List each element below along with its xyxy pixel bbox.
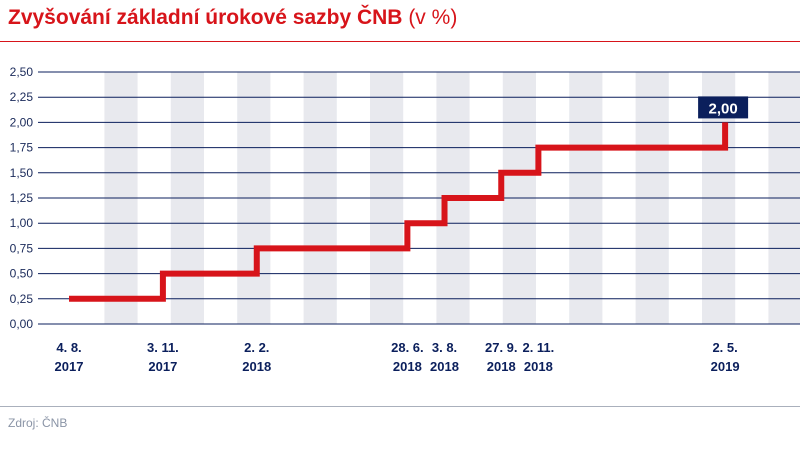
x-tick-label-day: 2. 2. — [244, 340, 269, 355]
y-tick-label: 1,50 — [10, 166, 34, 180]
y-tick-label: 2,25 — [10, 90, 34, 104]
y-tick-label: 0,50 — [10, 267, 34, 281]
x-tick-label-year: 2018 — [242, 359, 271, 374]
value-callout-label: 2,00 — [709, 100, 738, 117]
x-tick-label-day: 3. 11. — [147, 340, 179, 355]
y-tick-label: 2,50 — [10, 65, 34, 79]
x-tick-label-year: 2018 — [393, 359, 422, 374]
chart-title-unit: (v %) — [408, 6, 458, 29]
x-tick-label-day: 3. 8. — [432, 340, 457, 355]
x-tick-label-day: 2. 11. — [522, 340, 554, 355]
y-tick-label: 2,00 — [10, 115, 34, 129]
y-tick-label: 0,25 — [10, 292, 34, 306]
x-tick-label-day: 27. 9. — [485, 340, 518, 355]
x-tick-label-year: 2019 — [711, 359, 740, 374]
y-tick-label: 0,75 — [10, 241, 34, 255]
y-tick-label: 1,00 — [10, 216, 34, 230]
y-tick-label: 1,25 — [10, 191, 34, 205]
x-tick-label-day: 28. 6. — [391, 340, 424, 355]
x-tick-label-year: 2017 — [55, 359, 84, 374]
y-tick-label: 0,00 — [10, 317, 34, 331]
x-tick-label-year: 2018 — [524, 359, 553, 374]
source-note: Zdroj: ČNB — [8, 416, 68, 430]
footer-divider — [0, 406, 800, 407]
x-tick-label-year: 2018 — [487, 359, 516, 374]
x-tick-label-year: 2018 — [430, 359, 459, 374]
x-tick-label-year: 2017 — [148, 359, 177, 374]
x-tick-label-day: 2. 5. — [712, 340, 737, 355]
chart-title-text: Zvyšování základní úrokové sazby ČNB — [8, 6, 403, 29]
value-callout-box — [698, 96, 749, 119]
y-tick-label: 1,75 — [10, 141, 34, 155]
rate-chart: 0,00 0,25 0,50 0,75 1,00 1,25 1,50 1,75 2,00 2,25… — [10, 65, 800, 374]
header-divider — [0, 41, 800, 42]
x-tick-label-day: 4. 8. — [56, 340, 81, 355]
chart-title: Zvyšování základní úrokové sazby ČNB (v … — [8, 6, 457, 30]
rate-step-line — [69, 122, 729, 302]
